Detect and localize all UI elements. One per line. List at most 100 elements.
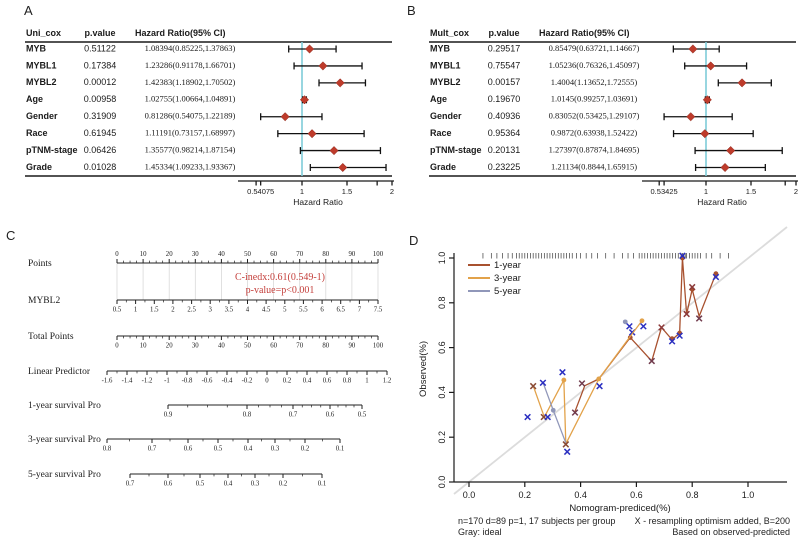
axis-label: 5-year survival Pro bbox=[28, 470, 101, 480]
axis-tick-label: -0.4 bbox=[222, 378, 233, 385]
axis-tick-label: 0.54075 bbox=[247, 187, 274, 196]
x-axis-tick-label: 0.0 bbox=[463, 490, 476, 500]
col-header-pvalue: p.value bbox=[488, 28, 519, 38]
axis-tick-label: 5 bbox=[283, 307, 287, 314]
nomogram-axis-points: Points 0 10 20 30 40 50 60 70 80 90 100 bbox=[28, 251, 384, 269]
axis-tick-label: 40 bbox=[218, 251, 225, 258]
axis-tick-label: 2 bbox=[794, 187, 798, 196]
corrected-x-marker-5-year bbox=[559, 368, 566, 376]
axis-tick-label: 30 bbox=[192, 343, 199, 350]
row-ci-text: 0.85479(0.63721,1.14667) bbox=[549, 43, 640, 53]
forest-A: Uni_cox p.value Hazard Ratio(95% CI) MYB 0.5… bbox=[25, 28, 394, 207]
x-stroke bbox=[544, 413, 552, 421]
row-ci-text: 0.83052(0.53425,1.29107) bbox=[549, 111, 640, 121]
axis-title: Hazard Ratio bbox=[293, 197, 343, 207]
x-stroke bbox=[648, 357, 656, 365]
axis-tick-label: 6 bbox=[320, 307, 324, 314]
axis-label: MYBL2 bbox=[28, 296, 60, 306]
row-p-value: 0.31909 bbox=[84, 111, 117, 121]
row-variable-name: MYB bbox=[26, 43, 47, 53]
y-axis-title: Observed(%) bbox=[418, 341, 429, 397]
y-axis-tick-label: 0.2 bbox=[437, 431, 447, 444]
c-index-annotation: C-inedx:0.61(0.549-1) p-value=p<0.001 bbox=[235, 272, 325, 296]
y-axis-tick-label: 0.8 bbox=[437, 297, 447, 310]
x-stroke bbox=[559, 368, 566, 376]
axis-tick-label: -0.6 bbox=[202, 378, 213, 385]
hr-diamond-marker bbox=[720, 162, 730, 173]
axis-tick-label: 0.53425 bbox=[651, 187, 678, 196]
forest-row-pTNM-stage: pTNM-stage 0.06426 1.35577(0.98214,1.87154… bbox=[26, 145, 382, 156]
row-variable-name: Race bbox=[26, 128, 48, 138]
row-variable-name: MYB bbox=[430, 43, 451, 53]
hr-diamond-marker bbox=[700, 129, 710, 139]
corrected-x-marker-3-year bbox=[562, 441, 570, 448]
axis-title: Hazard Ratio bbox=[697, 197, 747, 207]
row-ci-text: 1.35577(0.98214,1.87154) bbox=[145, 145, 236, 155]
axis-tick-label: 0.3 bbox=[251, 481, 260, 488]
calibration: 0.0 0.2 0.4 0.6 0.8 1.0 0.0 0.2 0.4 0.6 0.8 1.0 Nomo… bbox=[418, 226, 788, 514]
hr-diamond-marker bbox=[299, 95, 310, 105]
series-5-year bbox=[524, 319, 633, 456]
axis-tick-label: 50 bbox=[244, 343, 251, 350]
x-stroke bbox=[683, 310, 690, 318]
x-stroke bbox=[524, 413, 531, 421]
panel-c-nomogram: C Points 0 10 20 30 40 50 60 70 80 90 100 MYBL2 0.5 1 1… bbox=[0, 225, 404, 539]
corrected-x-marker-1-year bbox=[683, 310, 690, 318]
axis-tick-label: -1.6 bbox=[102, 378, 113, 385]
axis-tick-label: -1 bbox=[164, 378, 170, 385]
axis-tick-label: 0.3 bbox=[271, 446, 280, 453]
col-header-pvalue: p.value bbox=[84, 28, 115, 38]
corrected-x-marker-5-year bbox=[626, 322, 633, 330]
x-axis-tick-label: 0.2 bbox=[519, 490, 532, 500]
axis-tick-label: 6.5 bbox=[336, 307, 345, 314]
hr-diamond-marker bbox=[305, 44, 315, 54]
x-axis-tick-label: 0.4 bbox=[574, 490, 587, 500]
row-variable-name: Grade bbox=[26, 162, 52, 172]
x-stroke bbox=[640, 322, 647, 330]
row-variable-name: pTNM-stage bbox=[430, 145, 482, 155]
axis-tick-label: 0.5 bbox=[358, 412, 367, 419]
axis-label: Total Points bbox=[28, 332, 74, 342]
axis-tick-label: 80 bbox=[322, 251, 329, 258]
x-stroke bbox=[668, 337, 676, 345]
axis-tick-label: 1.5 bbox=[150, 307, 159, 314]
axis-tick-label: 10 bbox=[140, 343, 147, 350]
hr-diamond-marker bbox=[280, 112, 290, 122]
row-p-value: 0.17384 bbox=[84, 60, 117, 70]
row-ci-text: 1.0145(0.99257,1.03691) bbox=[551, 94, 638, 104]
corrected-x-marker-3-year bbox=[529, 382, 537, 390]
row-ci-text: 1.4004(1.13652,1.72555) bbox=[551, 77, 638, 87]
hr-diamond-marker bbox=[726, 146, 736, 156]
hr-diamond-marker bbox=[329, 146, 339, 156]
axis-tick-label: 4.5 bbox=[262, 307, 271, 314]
row-variable-name: MYBL1 bbox=[430, 60, 461, 70]
axis-tick-label: 20 bbox=[166, 251, 173, 258]
row-ci-text: 1.45334(1.09233,1.93367) bbox=[145, 161, 236, 171]
forest-row-MYBL2: MYBL2 0.00157 1.4004(1.13652,1.72555) bbox=[430, 77, 772, 88]
forest-row-Grade: Grade 0.23225 1.21134(0.8844,1.65915) bbox=[430, 161, 766, 173]
axis-label: 3-year survival Pro bbox=[28, 435, 101, 445]
axis-tick-label: 0.6 bbox=[164, 481, 173, 488]
hr-diamond-marker bbox=[318, 61, 328, 71]
series-1-year bbox=[571, 252, 720, 416]
axis-tick-label: -0.8 bbox=[182, 378, 193, 385]
axis-tick-label: 0.6 bbox=[326, 412, 335, 419]
observed-dot-5-year bbox=[550, 407, 556, 413]
row-p-value: 0.40936 bbox=[488, 111, 521, 121]
x-stroke bbox=[571, 409, 579, 416]
axis-tick-label: 3.5 bbox=[225, 307, 234, 314]
axis-tick-label: 4 bbox=[246, 307, 250, 314]
x-axis-tick-label: 0.8 bbox=[686, 490, 699, 500]
corrected-x-marker-1-year bbox=[658, 324, 665, 331]
axis-tick-label: 0.5 bbox=[196, 481, 205, 488]
forest-row-Age: Age 0.19670 1.0145(0.99257,1.03691) bbox=[430, 94, 712, 105]
axis-tick-label: 3 bbox=[208, 307, 212, 314]
x-stroke bbox=[676, 332, 683, 340]
forest-row-Age: Age 0.00958 1.02755(1.00664,1.04891) bbox=[26, 94, 310, 105]
row-ci-text: 1.11191(0.73157,1.68997) bbox=[145, 128, 235, 138]
forest-row-Gender: Gender 0.40936 0.83052(0.53425,1.29107) bbox=[430, 111, 733, 122]
forest-row-Race: Race 0.61945 1.11191(0.73157,1.68997) bbox=[26, 128, 365, 139]
x-axis-tick-label: 1.0 bbox=[742, 490, 755, 500]
axis-tick-label: 1.5 bbox=[342, 187, 352, 196]
rug-marks bbox=[482, 253, 729, 259]
